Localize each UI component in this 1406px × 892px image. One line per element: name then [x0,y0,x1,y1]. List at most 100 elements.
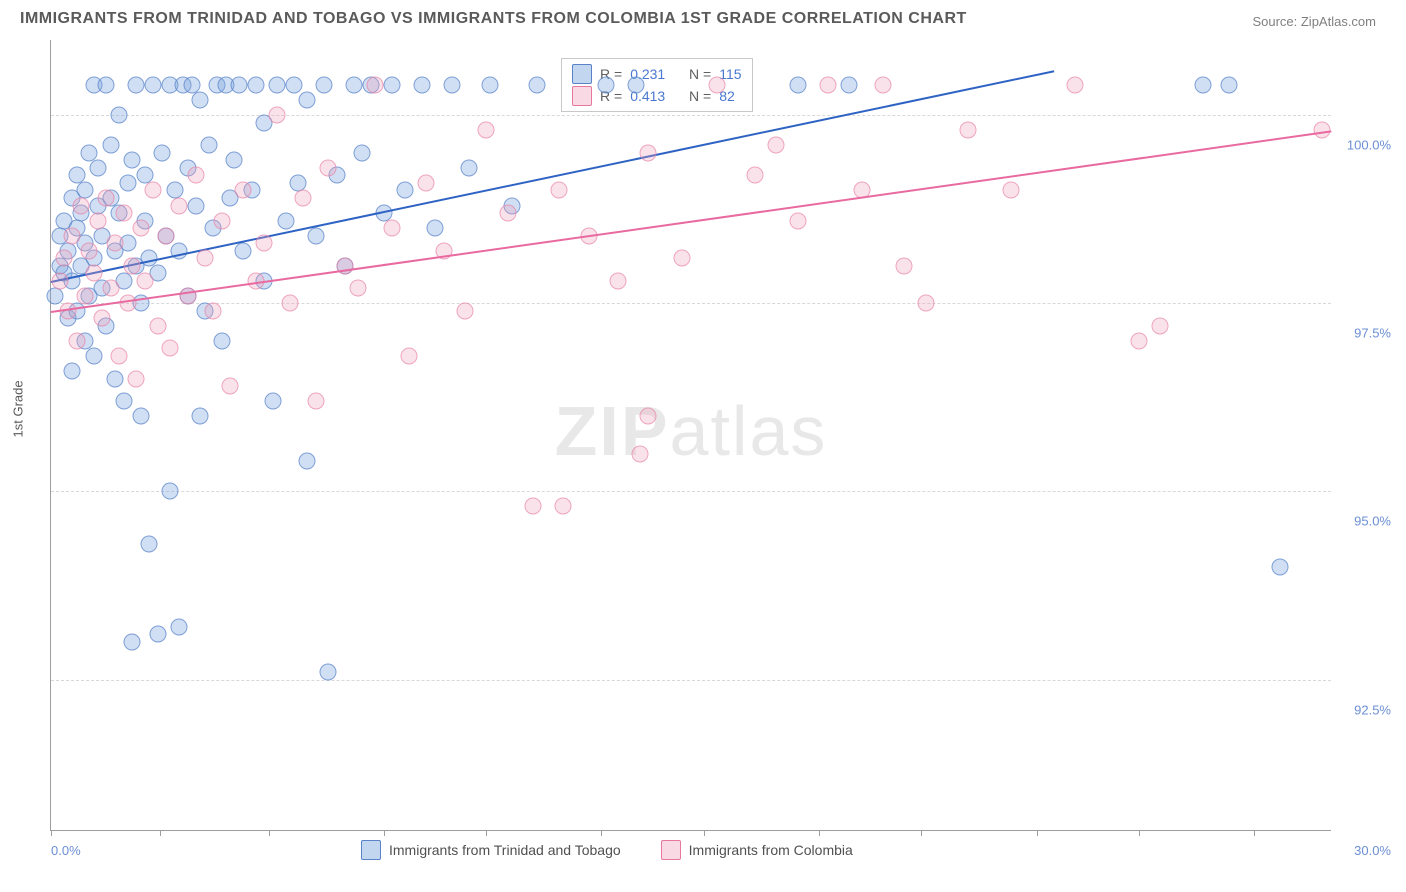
scatter-point [68,332,85,349]
scatter-point [196,250,213,267]
legend-item-trinidad: Immigrants from Trinidad and Tobago [361,840,621,860]
scatter-point [789,212,806,229]
scatter-point [230,77,247,94]
scatter-point [708,77,725,94]
scatter-point [1152,317,1169,334]
scatter-point [1131,332,1148,349]
scatter-point [281,295,298,312]
scatter-point [222,378,239,395]
watermark-light: atlas [670,392,828,470]
scatter-point [418,174,435,191]
scatter-point [145,77,162,94]
chart-plot-area: ZIPatlas R = 0.231 N = 115 R = 0.413 N =… [50,40,1331,831]
scatter-point [674,250,691,267]
scatter-point [264,393,281,410]
scatter-point [94,310,111,327]
scatter-point [307,227,324,244]
watermark-bold: ZIP [555,392,670,470]
scatter-point [397,182,414,199]
y-tick-label: 95.0% [1354,514,1391,529]
scatter-point [896,257,913,274]
scatter-point [128,370,145,387]
scatter-point [111,348,128,365]
x-tick [1037,830,1038,836]
scatter-point [320,664,337,681]
y-tick-label: 100.0% [1347,138,1391,153]
scatter-point [1195,77,1212,94]
x-tick [1254,830,1255,836]
scatter-point [149,626,166,643]
scatter-point [145,182,162,199]
scatter-point [299,92,316,109]
scatter-point [226,152,243,169]
scatter-point [456,302,473,319]
scatter-point [77,287,94,304]
gridline [51,303,1331,304]
x-tick [601,830,602,836]
gridline [51,115,1331,116]
x-axis-start-label: 0.0% [51,843,81,858]
scatter-point [124,257,141,274]
scatter-point [162,483,179,500]
scatter-point [89,212,106,229]
scatter-point [482,77,499,94]
scatter-point [124,633,141,650]
x-tick [704,830,705,836]
scatter-point [840,77,857,94]
legend-item-colombia: Immigrants from Colombia [661,840,853,860]
scatter-point [107,235,124,252]
scatter-point [610,272,627,289]
scatter-point [171,618,188,635]
scatter-point [597,77,614,94]
scatter-point [115,205,132,222]
scatter-point [188,197,205,214]
scatter-point [350,280,367,297]
scatter-point [192,92,209,109]
y-axis-label: 1st Grade [11,380,26,437]
scatter-point [819,77,836,94]
scatter-point [1003,182,1020,199]
scatter-point [277,212,294,229]
scatter-point [789,77,806,94]
scatter-point [200,137,217,154]
scatter-point [286,77,303,94]
scatter-point [132,220,149,237]
x-tick [921,830,922,836]
x-tick [160,830,161,836]
scatter-point [354,144,371,161]
scatter-point [81,242,98,259]
scatter-point [640,408,657,425]
scatter-point [875,77,892,94]
scatter-point [132,408,149,425]
scatter-point [141,536,158,553]
scatter-point [414,77,431,94]
y-tick-label: 97.5% [1354,326,1391,341]
trend-line [51,130,1331,313]
source-name: ZipAtlas.com [1301,14,1376,29]
scatter-point [627,77,644,94]
scatter-point [124,152,141,169]
scatter-point [64,363,81,380]
scatter-point [1220,77,1237,94]
y-tick-label: 92.5% [1354,702,1391,717]
legend-label-colombia: Immigrants from Colombia [689,842,853,858]
gridline [51,491,1331,492]
scatter-point [1271,558,1288,575]
watermark-text: ZIPatlas [555,391,828,471]
scatter-point [345,77,362,94]
swatch-trinidad [572,64,592,84]
scatter-point [119,174,136,191]
scatter-point [102,280,119,297]
x-tick [819,830,820,836]
x-tick [51,830,52,836]
scatter-point [98,77,115,94]
scatter-point [51,272,68,289]
scatter-point [158,227,175,244]
swatch-colombia [572,86,592,106]
scatter-point [171,197,188,214]
scatter-point [162,340,179,357]
x-axis-end-label: 30.0% [1354,843,1391,858]
scatter-point [499,205,516,222]
scatter-point [102,137,119,154]
scatter-point [269,107,286,124]
